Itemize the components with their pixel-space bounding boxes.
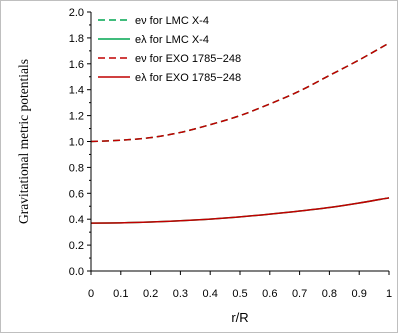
x-tick-label: 0 <box>88 288 94 300</box>
y-tick-label: 2.0 <box>69 7 84 19</box>
x-tick-label: 0.8 <box>322 288 337 300</box>
y-tick-label: 1.6 <box>69 59 84 71</box>
x-tick-label: 0.6 <box>262 288 277 300</box>
y-tick-label: 1.2 <box>69 111 84 123</box>
y-tick-label: 0.2 <box>69 240 84 252</box>
y-tick-label: 0.0 <box>69 266 84 278</box>
x-tick-label: 0.4 <box>203 288 218 300</box>
y-tick-label: 1.4 <box>69 85 84 97</box>
legend-label: eν for EXO 1785−248 <box>135 53 241 65</box>
x-tick-label: 0.5 <box>232 288 247 300</box>
legend: eν for LMC X-4 eλ for LMC X-4 eν for EXO 1… <box>98 15 241 84</box>
x-tick-label: 0.2 <box>143 288 158 300</box>
ticks-layer: 0.0 0.2 0.4 0.6 0.8 1.0 1.2 1.4 1.6 1.8 2.0 0 0.1 0.2… <box>69 7 392 300</box>
series-layer <box>90 42 390 224</box>
legend-label: eν for LMC X-4 <box>135 15 209 27</box>
legend-label: eλ for LMC X-4 <box>135 34 209 46</box>
series-line-3 <box>90 42 390 143</box>
y-axis-title: Gravitational metric potentials <box>16 59 31 224</box>
legend-label: eλ for EXO 1785−248 <box>135 72 241 84</box>
x-tick-label: 0.3 <box>173 288 188 300</box>
x-tick-label: 1 <box>386 288 392 300</box>
series-line-4 <box>90 197 390 224</box>
y-tick-label: 1.0 <box>69 137 84 149</box>
x-axis-title: r/R <box>231 310 248 325</box>
x-tick-label: 0.9 <box>352 288 367 300</box>
x-tick-label: 0.7 <box>292 288 307 300</box>
y-tick-label: 0.8 <box>69 162 84 174</box>
y-tick-label: 0.6 <box>69 188 84 200</box>
x-tick-label: 0.1 <box>113 288 128 300</box>
y-tick-label: 0.4 <box>69 214 84 226</box>
y-tick-label: 1.8 <box>69 33 84 45</box>
